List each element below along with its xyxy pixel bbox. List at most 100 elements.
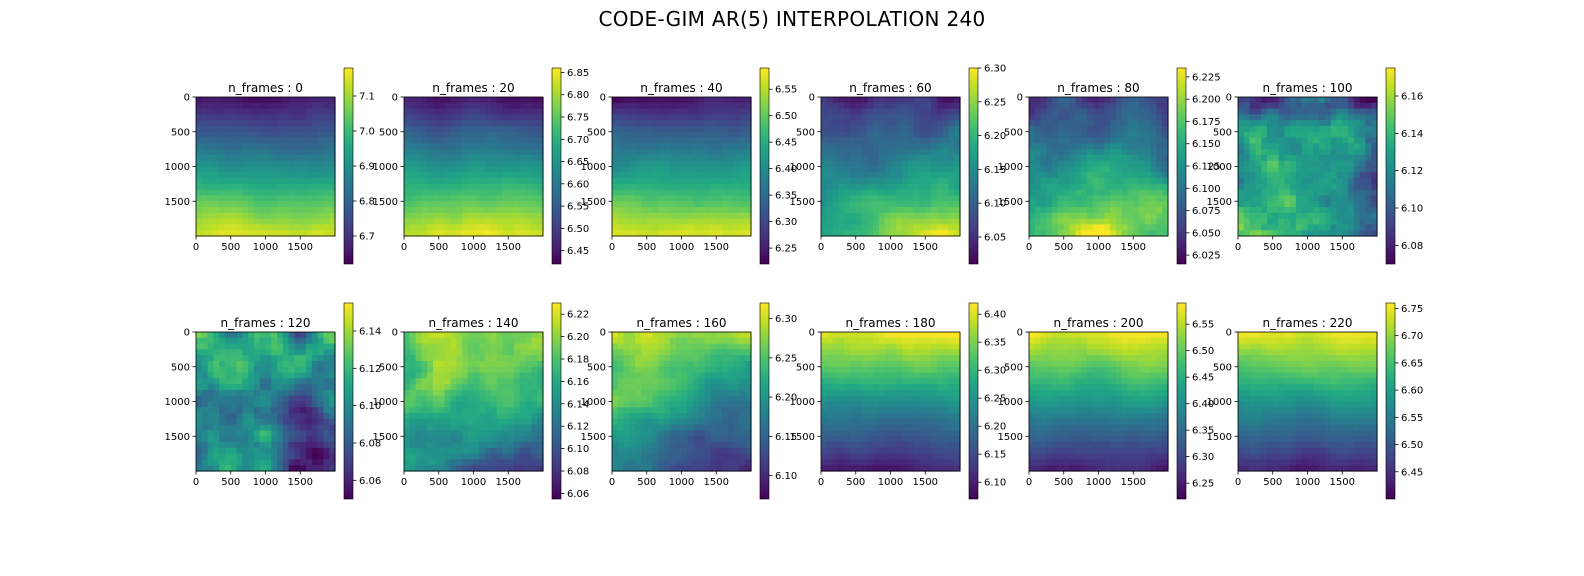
heatmap-cell bbox=[936, 172, 944, 179]
heatmap-cell bbox=[936, 120, 944, 127]
colorbar-tick-label: 7.0 bbox=[359, 127, 375, 138]
heatmap-cell bbox=[537, 160, 544, 168]
heatmap-cell bbox=[236, 224, 243, 231]
heatmap-cell bbox=[265, 407, 272, 414]
heatmap-cell bbox=[253, 160, 261, 168]
heatmap-cell bbox=[1301, 149, 1309, 156]
heatmap-cell bbox=[196, 201, 203, 208]
heatmap-cell bbox=[1249, 131, 1256, 139]
heatmap-cell bbox=[1052, 201, 1059, 208]
heatmap-cell bbox=[525, 447, 533, 455]
heatmap-cell bbox=[878, 160, 886, 168]
heatmap-cell bbox=[687, 166, 694, 173]
heatmap-cell bbox=[954, 114, 961, 121]
heatmap-cell bbox=[479, 207, 486, 214]
heatmap-cell bbox=[253, 384, 261, 391]
heatmap-cell bbox=[1272, 131, 1280, 139]
heatmap-cell bbox=[201, 430, 209, 437]
heatmap-cell bbox=[537, 395, 544, 403]
heatmap-cell bbox=[919, 201, 926, 208]
heatmap-cell bbox=[652, 154, 659, 162]
heatmap-cell bbox=[219, 97, 226, 104]
heatmap-cell bbox=[844, 120, 851, 127]
heatmap-cell bbox=[277, 114, 284, 121]
heatmap-cell bbox=[519, 401, 527, 408]
heatmap-cell bbox=[519, 195, 527, 202]
heatmap-cell bbox=[409, 389, 417, 397]
colorbar-tick-label: 6.7 bbox=[359, 232, 375, 243]
heatmap-cell bbox=[496, 178, 504, 185]
heatmap-cell bbox=[329, 201, 336, 208]
heatmap-cell bbox=[640, 120, 648, 127]
heatmap-cell bbox=[710, 149, 717, 156]
heatmap-cell bbox=[450, 183, 457, 191]
heatmap-cell bbox=[236, 401, 243, 408]
heatmap-cell bbox=[1052, 131, 1059, 139]
heatmap-cell bbox=[1052, 108, 1059, 115]
heatmap-cell bbox=[490, 120, 498, 127]
heatmap-cell bbox=[432, 401, 440, 408]
heatmap-panel: n_frames : 200 500 1000 15000500100015006.4… bbox=[373, 67, 589, 265]
heatmap-cell bbox=[675, 102, 683, 110]
heatmap-cell bbox=[300, 360, 307, 368]
heatmap-cell bbox=[294, 360, 301, 368]
heatmap-cell bbox=[306, 154, 313, 162]
heatmap-cell bbox=[444, 401, 451, 408]
heatmap-cell bbox=[248, 120, 255, 127]
heatmap-cell bbox=[461, 360, 469, 368]
heatmap-cell bbox=[646, 108, 654, 115]
heatmap-cell bbox=[224, 108, 232, 115]
heatmap-cell bbox=[496, 166, 504, 173]
heatmap-cell bbox=[1127, 160, 1134, 168]
heatmap-cell bbox=[722, 212, 729, 220]
heatmap-cell bbox=[1110, 201, 1117, 208]
heatmap-cell bbox=[1075, 178, 1082, 185]
heatmap-cell bbox=[687, 102, 694, 110]
heatmap-cell bbox=[1342, 201, 1349, 208]
heatmap-cell bbox=[404, 366, 411, 374]
heatmap-cell bbox=[1278, 131, 1285, 139]
heatmap-cell bbox=[444, 453, 451, 461]
heatmap-cell bbox=[698, 166, 706, 173]
heatmap-cell bbox=[496, 355, 504, 362]
heatmap-cell bbox=[409, 207, 417, 214]
heatmap-cell bbox=[1052, 137, 1059, 144]
x-tick-label: 500 bbox=[637, 242, 656, 253]
heatmap-cell bbox=[693, 172, 700, 179]
heatmap-cell bbox=[525, 442, 533, 449]
heatmap-cell bbox=[456, 430, 463, 437]
heatmap-cell bbox=[878, 224, 886, 231]
heatmap-cell bbox=[427, 360, 434, 368]
heatmap-cell bbox=[271, 442, 278, 449]
heatmap-cell bbox=[242, 424, 249, 432]
heatmap-cell bbox=[832, 154, 839, 162]
heatmap-cell bbox=[1150, 178, 1158, 185]
heatmap-cell bbox=[693, 102, 700, 110]
colorbar-tick-label: 6.40 bbox=[775, 164, 797, 175]
y-tick-label: 1500 bbox=[581, 197, 606, 208]
heatmap-cell bbox=[739, 108, 746, 115]
heatmap-cell bbox=[838, 131, 845, 139]
heatmap-cell bbox=[902, 143, 909, 150]
heatmap-cell bbox=[253, 143, 261, 150]
heatmap-cell bbox=[936, 149, 944, 156]
heatmap-cell bbox=[1081, 160, 1088, 168]
heatmap-cell bbox=[1342, 97, 1349, 104]
heatmap-cell bbox=[681, 160, 688, 168]
heatmap-cell bbox=[450, 384, 457, 391]
heatmap-cell bbox=[438, 102, 446, 110]
heatmap-cell bbox=[1144, 160, 1152, 168]
heatmap-cell bbox=[1313, 125, 1320, 133]
heatmap-cell bbox=[907, 143, 915, 150]
heatmap-cell bbox=[456, 195, 463, 202]
heatmap-cell bbox=[409, 459, 417, 466]
heatmap-cell bbox=[242, 366, 249, 374]
heatmap-cell bbox=[450, 442, 457, 449]
heatmap-cell bbox=[508, 459, 515, 466]
heatmap-cell bbox=[265, 143, 272, 150]
heatmap-cell bbox=[1249, 230, 1256, 237]
heatmap-cell bbox=[722, 178, 729, 185]
heatmap-cell bbox=[265, 343, 272, 350]
heatmap-cell bbox=[1324, 160, 1332, 168]
heatmap-cell bbox=[300, 337, 307, 345]
